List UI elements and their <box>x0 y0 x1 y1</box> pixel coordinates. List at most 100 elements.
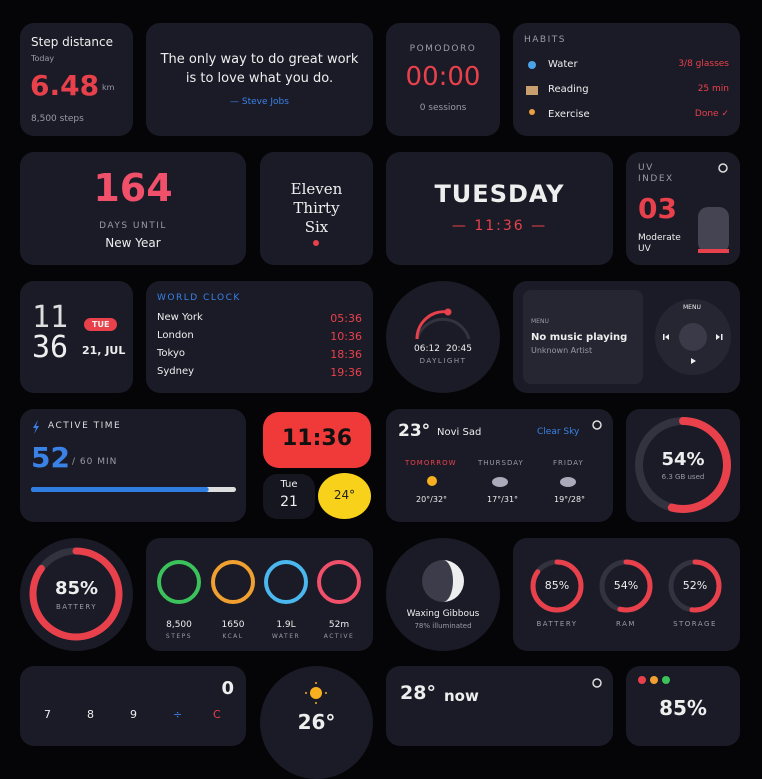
shape <box>560 477 576 487</box>
minutes: 52 <box>31 441 70 474</box>
ring <box>29 547 123 641</box>
ring-arc <box>530 559 584 613</box>
shape <box>427 476 437 486</box>
shape <box>157 560 201 604</box>
value: 1650 <box>221 620 245 630</box>
temp: 26° <box>297 710 336 734</box>
title: HABITS <box>524 35 566 45</box>
date: 21 <box>280 494 298 510</box>
percent: 52% <box>682 579 708 592</box>
value: 85% <box>659 696 707 720</box>
value: 6.48 <box>30 69 100 102</box>
date: 21, JUL <box>82 344 126 357</box>
word: Thirty <box>293 199 340 217</box>
temp: 23° <box>398 421 431 441</box>
system-rings <box>530 559 722 613</box>
city: London <box>157 330 194 341</box>
city: Novi Sad <box>437 427 482 438</box>
ring-arc <box>29 547 123 641</box>
time: 10:36 <box>330 330 362 343</box>
battery-card: 85% BATTERY <box>20 538 133 651</box>
label: DAYLIGHT <box>419 357 467 365</box>
weather-card: 23° Novi Sad Clear Sky TOMORROW THURSDAY… <box>386 409 613 522</box>
shape <box>691 358 696 364</box>
screen <box>523 290 643 384</box>
activity-card: 8,500 STEPS 1650 KCAL 1.9L WATER 52m ACT… <box>146 538 373 651</box>
time: — 11:36 — <box>451 218 548 234</box>
time: 19:36 <box>330 366 362 379</box>
key: 9 <box>130 708 137 721</box>
active-time-card: ACTIVE TIME 52 / 60 MIN <box>20 409 246 522</box>
phase: Waxing Gibbous <box>406 609 480 619</box>
minutes: 36 <box>32 330 69 365</box>
shape <box>663 334 665 340</box>
digital-clock-card: 11 36 TUE 21, JUL <box>20 281 133 393</box>
label: ACTIVE <box>323 633 355 640</box>
sun-card: 26° <box>260 666 373 779</box>
percent: 54% <box>613 579 639 592</box>
city: Sydney <box>157 366 195 377</box>
condition: Clear Sky <box>537 427 580 437</box>
temp: 24° <box>333 488 356 502</box>
shape <box>157 560 361 604</box>
dots <box>638 676 670 684</box>
key: ÷ <box>173 708 183 721</box>
shape <box>33 420 39 434</box>
quote: The only way to do great work is to love… <box>160 52 359 86</box>
level: Moderate UV <box>638 233 681 254</box>
status: 3/8 glasses <box>678 59 729 69</box>
percent: 54% <box>661 449 705 470</box>
click-wheel <box>655 299 731 375</box>
day: Tue <box>280 479 298 490</box>
label: BATTERY <box>536 620 578 628</box>
weather-now-card: 28° now <box>386 666 613 746</box>
habits-card: HABITS Water 3/8 glasses Reading 25 min … <box>513 23 740 136</box>
day: THURSDAY <box>478 459 524 467</box>
shape <box>443 560 464 602</box>
day: FRIDAY <box>553 459 584 467</box>
subtitle: Today <box>31 54 55 63</box>
progress-fill <box>31 487 209 492</box>
label: MENU <box>531 318 549 325</box>
shape <box>721 334 723 340</box>
shape <box>638 676 646 684</box>
day-badge: TUE <box>84 318 118 331</box>
shape <box>592 420 602 430</box>
key: 8 <box>87 708 94 721</box>
title: POMODORO <box>409 44 477 54</box>
day: TOMORROW <box>405 459 457 467</box>
bolt <box>33 420 39 434</box>
ring-arc <box>668 559 722 613</box>
city: Tokyo <box>157 348 185 359</box>
system-card: 85% 54% 52% BATTERY RAM STORAGE <box>513 538 740 651</box>
countdown-card: 164 DAYS UNTIL New Year <box>20 152 246 265</box>
date-tile: Tue 21 <box>263 474 315 519</box>
temp-tile: 24° <box>318 473 371 519</box>
time: 05:36 <box>330 312 362 325</box>
key: 7 <box>44 708 51 721</box>
activity-rings <box>157 560 361 604</box>
label: KCAL <box>222 633 244 640</box>
display: 0 <box>221 678 234 699</box>
shape <box>529 109 535 115</box>
value: 8,500 <box>166 620 192 630</box>
day-card: TUESDAY — 11:36 — <box>386 152 613 265</box>
shape <box>662 676 670 684</box>
uv-gauge <box>698 163 729 253</box>
word-time-card: Eleven Thirty Six <box>260 152 373 265</box>
level-card: 85% <box>626 666 740 746</box>
step-card: Step distance Today 6.48 km 8,500 steps <box>20 23 133 136</box>
shape <box>444 308 452 316</box>
habit: Exercise <box>548 109 590 120</box>
status: Done ✓ <box>694 109 729 119</box>
habit: Water <box>548 59 578 70</box>
word: Six <box>304 218 329 236</box>
shape <box>698 249 729 253</box>
day: TUESDAY <box>434 180 565 208</box>
shape <box>526 86 538 95</box>
ring-arc <box>599 559 653 613</box>
percent: 85% <box>54 578 99 599</box>
shape <box>305 682 327 704</box>
temp: 28° <box>400 682 436 704</box>
shape <box>592 678 602 688</box>
